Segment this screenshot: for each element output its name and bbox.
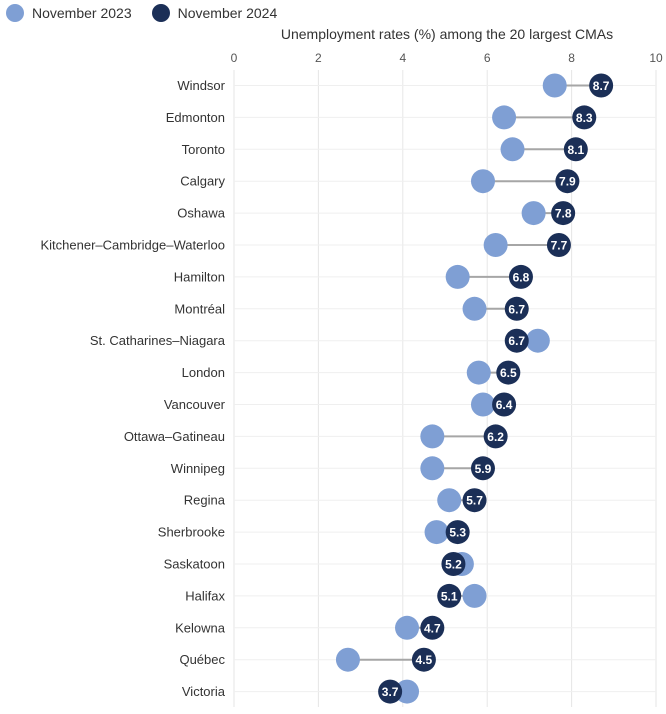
legend-swatch-nov-2024: [151, 4, 170, 22]
point-nov-2023: [437, 488, 462, 513]
value-label-nov-2024: 3.7: [382, 685, 399, 699]
point-nov-2024: [508, 264, 533, 289]
category-label: Sherbrooke: [158, 525, 225, 540]
point-nov-2024: [563, 137, 588, 162]
value-label-nov-2024: 5.7: [466, 494, 483, 508]
value-label-nov-2024: 6.4: [496, 398, 513, 412]
point-nov-2023: [525, 328, 550, 353]
point-nov-2024: [492, 392, 517, 417]
value-label-nov-2024: 6.2: [487, 430, 504, 444]
x-tick-label: 2: [315, 51, 322, 65]
point-nov-2024: [572, 105, 597, 130]
point-nov-2024: [551, 201, 576, 226]
value-label-nov-2024: 4.7: [424, 621, 441, 635]
value-label-nov-2024: 8.7: [593, 79, 610, 93]
point-nov-2024: [504, 296, 529, 321]
value-label-nov-2024: 8.3: [576, 111, 593, 125]
point-nov-2023: [470, 392, 495, 417]
point-nov-2023: [424, 520, 449, 545]
category-label: Montréal: [174, 301, 225, 316]
point-nov-2023: [395, 615, 420, 640]
point-nov-2024: [420, 615, 445, 640]
point-nov-2023: [483, 233, 508, 257]
legend-item-nov-2023[interactable]: November 2023: [6, 4, 132, 22]
category-label: Regina: [184, 493, 226, 508]
point-nov-2023: [492, 105, 517, 130]
point-nov-2024: [504, 328, 529, 353]
point-nov-2023: [466, 360, 491, 385]
category-label: Oshawa: [177, 206, 225, 221]
point-nov-2023: [500, 137, 525, 162]
category-label: Toronto: [182, 142, 225, 157]
value-label-nov-2024: 7.7: [551, 239, 568, 253]
category-label: Edmonton: [166, 110, 225, 125]
chart-title: Unemployment rates (%) among the 20 larg…: [280, 26, 614, 42]
value-label-nov-2024: 5.9: [475, 462, 492, 476]
value-label-nov-2024: 4.5: [416, 653, 433, 667]
point-nov-2023: [462, 583, 487, 608]
point-nov-2024: [555, 169, 580, 194]
point-nov-2024: [437, 583, 462, 608]
point-nov-2024: [589, 73, 614, 98]
x-tick-label: 10: [649, 51, 663, 65]
value-label-nov-2024: 5.1: [441, 589, 458, 603]
x-tick-label: 8: [568, 51, 575, 65]
point-nov-2023: [462, 296, 487, 321]
value-label-nov-2024: 5.2: [445, 558, 462, 572]
point-nov-2024: [378, 679, 403, 704]
category-label: London: [182, 365, 225, 380]
value-label-nov-2024: 6.7: [508, 302, 525, 316]
category-label: Victoria: [182, 684, 226, 699]
point-nov-2023: [335, 647, 360, 672]
category-label: St. Catharines–Niagara: [90, 333, 226, 348]
point-nov-2023: [420, 424, 445, 449]
point-nov-2024: [445, 520, 470, 545]
legend-swatch-nov-2023: [6, 4, 24, 22]
point-nov-2023: [420, 456, 445, 481]
value-label-nov-2024: 6.8: [513, 270, 530, 284]
point-nov-2024: [441, 552, 466, 576]
value-label-nov-2024: 6.7: [508, 334, 525, 348]
category-label: Saskatoon: [164, 557, 225, 572]
x-tick-label: 6: [484, 51, 491, 65]
category-label: Kelowna: [175, 620, 226, 635]
point-nov-2023: [542, 73, 567, 98]
x-tick-label: 0: [231, 51, 238, 65]
legend-item-nov-2024[interactable]: November 2024: [151, 4, 278, 22]
x-tick-label: 4: [399, 51, 406, 65]
category-label: Winnipeg: [171, 461, 225, 476]
point-nov-2024: [483, 424, 508, 449]
category-label: Calgary: [180, 174, 225, 189]
point-nov-2024: [462, 488, 487, 513]
legend-label-nov-2023: November 2023: [32, 5, 132, 21]
value-label-nov-2024: 5.3: [449, 526, 466, 540]
value-label-nov-2024: 7.8: [555, 207, 572, 221]
category-label: Québec: [179, 652, 225, 667]
point-nov-2024: [546, 233, 571, 257]
category-label: Vancouver: [164, 397, 226, 412]
point-nov-2023: [470, 169, 495, 194]
value-label-nov-2024: 8.1: [567, 143, 584, 157]
category-label: Ottawa–Gatineau: [124, 429, 225, 444]
category-label: Windsor: [177, 78, 225, 93]
legend: November 2023 November 2024: [0, 0, 291, 26]
point-nov-2023: [521, 201, 546, 226]
point-nov-2023: [445, 264, 470, 289]
legend-label-nov-2024: November 2024: [177, 5, 278, 21]
category-label: Kitchener–Cambridge–Waterloo: [40, 238, 225, 253]
value-label-nov-2024: 6.5: [500, 366, 517, 380]
point-nov-2024: [496, 360, 521, 385]
point-nov-2023: [395, 679, 420, 704]
point-nov-2024: [470, 456, 495, 481]
value-label-nov-2024: 7.9: [559, 175, 576, 189]
category-label: Halifax: [185, 588, 225, 603]
category-label: Hamilton: [174, 269, 225, 284]
point-nov-2024: [411, 647, 436, 672]
